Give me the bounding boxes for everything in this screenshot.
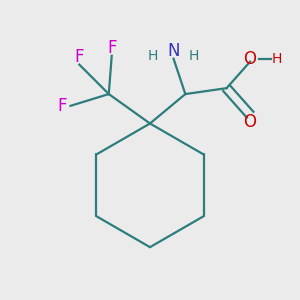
Text: H: H [189,49,200,63]
Text: F: F [57,97,66,115]
Text: F: F [107,39,116,57]
Text: H: H [272,52,282,66]
Text: N: N [167,42,180,60]
Text: O: O [244,50,256,68]
Text: F: F [75,48,84,66]
Text: O: O [244,113,256,131]
Text: H: H [148,49,158,63]
